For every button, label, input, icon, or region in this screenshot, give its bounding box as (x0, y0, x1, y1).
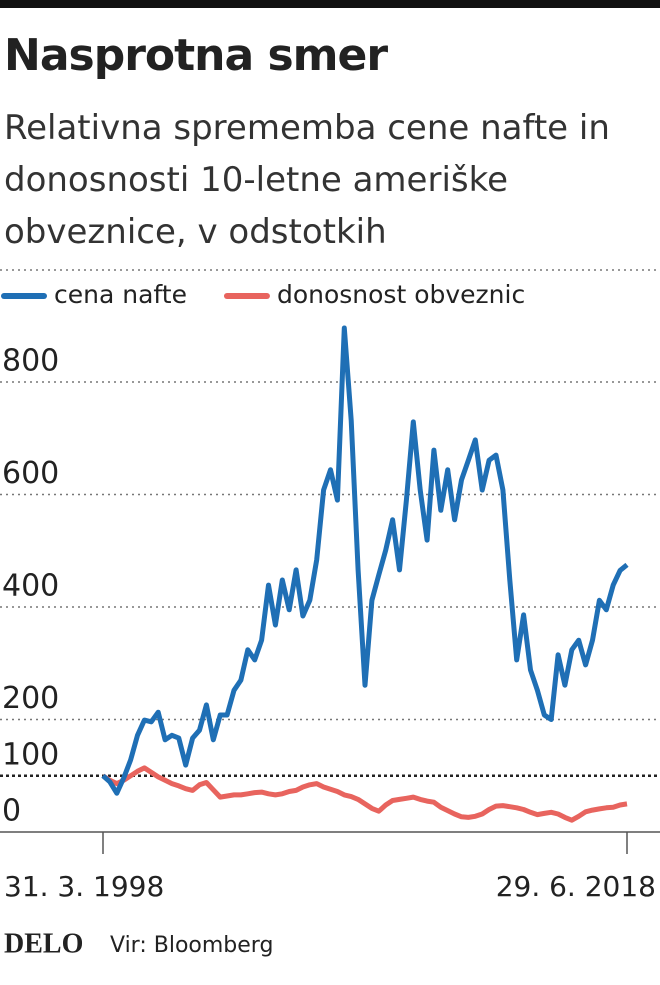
line-series (101, 765, 628, 823)
y-tick-label: 400 (2, 569, 59, 604)
y-tick-label: 600 (2, 456, 59, 491)
y-tick-label: 200 (2, 681, 59, 716)
source: Vir: Bloomberg (110, 933, 273, 958)
legend-label: cena nafte (54, 280, 187, 309)
chart-title: Nasprotna smer (4, 30, 388, 81)
top-bar (0, 0, 660, 8)
line-series (101, 325, 629, 796)
y-tick-label: 0 (2, 794, 21, 829)
legend-label: donosnost obveznic (277, 280, 525, 309)
y-tick-label: 100 (2, 737, 59, 772)
x-tick-label: 31. 3. 1998 (4, 870, 164, 903)
y-tick-label: 800 (2, 344, 59, 379)
brand: DELO (4, 928, 83, 959)
x-tick-label: 29. 6. 2018 (496, 870, 656, 903)
chart-subtitle: Relativna sprememba cene nafte in donosn… (4, 108, 610, 252)
